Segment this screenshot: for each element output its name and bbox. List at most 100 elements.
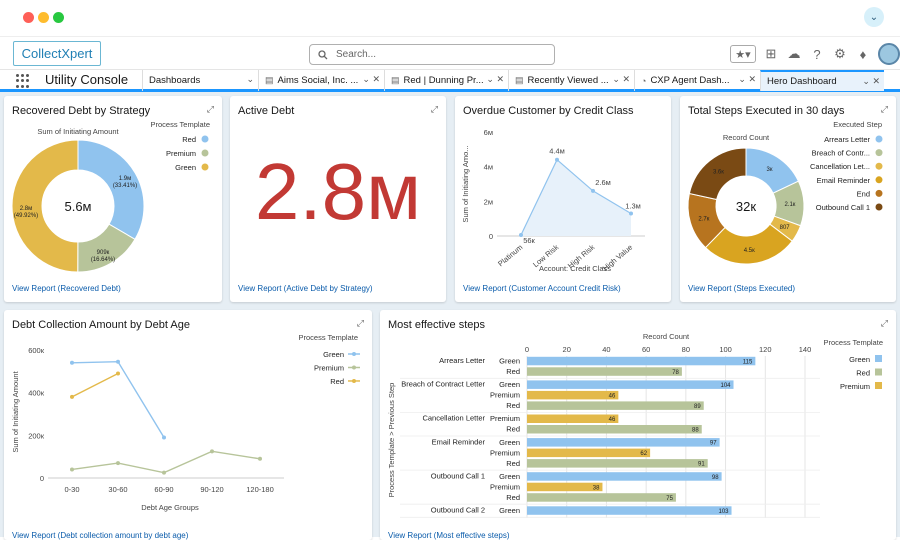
x-tick-label: 20 [563,345,571,354]
template-label: Red [506,367,520,376]
slice-value-label: 3к [767,167,773,173]
tab-controls-icon[interactable]: ⌄ ✕ [362,74,380,84]
slice-value-label: 1.9м [119,176,131,182]
tab-2[interactable]: ▤ Aims Social, Inc. ... ⌄ ✕ [258,70,384,91]
legend-item-label: Premium [314,364,344,373]
legend-swatch [875,176,883,184]
tab-controls-icon[interactable]: ⌄ ✕ [738,74,756,84]
recovered-debt-chart: Sum of Initiating Amount 1.9м(33.41%) 909к… [11,120,210,273]
overdue-customer-card: Overdue Customer by Credit Class 0 2м 4м 6м… [455,96,671,302]
tab-controls-icon[interactable]: ⌄ ✕ [862,76,880,86]
tab-label: CXP Agent Dash... [650,75,730,86]
bar-value-label: 46 [609,394,616,400]
gear-icon[interactable]: ⚙ [834,46,846,61]
tab-6[interactable]: Hero Dashboard ⌄ ✕ [760,70,884,91]
x-tick-label: 60 [642,345,650,354]
y-tick-label: 0 [489,232,493,241]
expand-icon[interactable]: ⤢ [206,104,214,114]
x-tick-label: 120-180 [246,485,274,494]
template-label: Red [506,493,520,502]
add-icon[interactable]: ⊞ [765,46,777,61]
close-window-icon[interactable] [23,12,34,23]
data-label: 4.4м [549,147,565,156]
view-report-link[interactable]: View Report (Active Debt by Strategy) [238,284,373,293]
maximize-window-icon[interactable] [53,12,64,23]
template-label: Premium [490,414,520,423]
bar-value-label: 98 [712,475,719,481]
tab-controls-icon[interactable]: ⌄ ✕ [486,74,504,84]
tab-3[interactable]: ▤ Red | Dunning Pr... ⌄ ✕ [384,70,508,91]
legend-swatch [875,355,882,362]
template-label: Green [499,380,520,389]
legend-swatch [201,163,209,171]
legend-swatch [875,189,883,197]
minimize-window-icon[interactable] [38,12,49,23]
help-icon[interactable]: ? [813,46,821,62]
legend-title: Process Template [299,334,358,342]
bar-value-label: 89 [694,404,701,410]
step-label: Arrears Letter [439,356,485,365]
console-navbar: Utility Console Dashboards ⌄ ▤ Aims Social,… [0,69,900,92]
donut-slice [77,139,145,240]
bell-icon[interactable]: ♦ [859,46,867,62]
tab-5[interactable]: ◔ CXP Agent Dash... ⌄ ✕ [634,70,760,91]
view-report-link[interactable]: View Report (Steps Executed) [688,284,796,293]
legend-title: Process Template [151,120,210,129]
area-fill [521,159,631,236]
legend-item-label: Premium [840,382,870,391]
slice-value-label: 2.7к [698,217,709,223]
view-report-link[interactable]: View Report (Customer Account Credit Ris… [463,284,621,293]
tab-label: Aims Social, Inc. ... [277,75,359,86]
chevron-down-icon[interactable]: ⌄ [246,74,254,84]
x-tick-label: 100 [719,345,732,354]
expand-icon[interactable]: ⤢ [880,318,888,328]
search-input[interactable]: Search... [309,44,555,65]
data-point [210,449,214,454]
template-label: Premium [490,482,520,491]
view-report-link[interactable]: View Report (Debt collection amount by d… [12,531,189,540]
x-tick-label: 80 [682,345,690,354]
data-point [519,233,523,238]
data-point [591,188,595,193]
bar-value-label: 38 [593,485,600,491]
search-icon [318,49,328,59]
tab-4[interactable]: ▤ Recently Viewed ... ⌄ ✕ [508,70,634,91]
bar-value-label: 103 [719,509,730,515]
view-report-link[interactable]: View Report (Recovered Debt) [12,284,121,293]
view-report-link[interactable]: View Report (Most effective steps) [388,531,510,540]
tab-label: Hero Dashboard [767,76,837,87]
x-tick-label: 30-60 [108,485,127,494]
expand-icon[interactable]: ⤢ [880,104,888,114]
app-logo[interactable]: CollectXpert [13,41,101,66]
expand-icon[interactable]: ⤢ [356,318,364,328]
legend-swatch [352,365,356,370]
chevron-down-icon[interactable]: ⌄ [864,7,884,27]
legend-item-label: Green [849,355,870,364]
data-point [70,360,74,365]
tab-label: Dashboards [149,75,201,86]
avatar[interactable] [878,43,900,65]
app-launcher-icon[interactable] [16,74,30,88]
favorites-star-icon[interactable]: ★▾ [730,45,756,63]
card-title: Active Debt [238,105,295,117]
expand-icon[interactable]: ⤢ [430,104,438,114]
slice-pct-label: (33.41%) [113,183,137,189]
steps-chart: Record Count 3к 2.1к 807 4.5к 2.7к 3.6к 32к Exec… [687,120,883,265]
slice-value-label: 909к [97,250,110,256]
cloud-icon[interactable]: ☁ [787,46,801,61]
step-label: Cancellation Letter [422,414,485,423]
building-icon: ▤ [265,75,274,85]
x-tick-label: 120 [759,345,772,354]
tab-1[interactable]: Dashboards ⌄ [142,70,258,91]
bar-value-label: 62 [640,451,647,457]
bar [527,367,682,376]
search-placeholder: Search... [336,49,377,60]
step-label: Outbound Call 2 [431,506,485,515]
legend-item-label: Green [323,350,344,359]
area-line [520,158,632,236]
legend-item-label: Breach of Contr... [812,149,870,158]
donut-slice [688,147,747,201]
bar-value-label: 91 [698,462,705,468]
template-label: Red [506,459,520,468]
tab-controls-icon[interactable]: ⌄ ✕ [612,74,630,84]
